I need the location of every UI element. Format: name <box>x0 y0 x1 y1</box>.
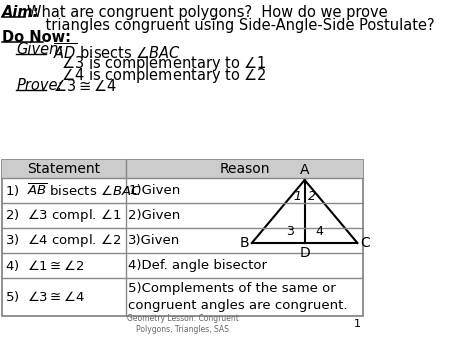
Text: Aim:: Aim: <box>2 5 40 20</box>
Text: 1)  $\overline{AB}$ bisects $\angle BAC$: 1) $\overline{AB}$ bisects $\angle BAC$ <box>5 182 141 199</box>
Text: 2: 2 <box>308 190 316 202</box>
Text: $\angle 3$ is complementary to $\angle 1$: $\angle 3$ is complementary to $\angle 1… <box>61 54 267 73</box>
Text: 3: 3 <box>286 225 294 238</box>
Bar <box>2 160 363 178</box>
Text: 3)Given: 3)Given <box>128 234 180 247</box>
Text: 2)  $\angle 3$ compl. $\angle 1$: 2) $\angle 3$ compl. $\angle 1$ <box>5 207 122 224</box>
Text: $\overline{AD}$ bisects $\angle BAC$: $\overline{AD}$ bisects $\angle BAC$ <box>53 42 181 62</box>
Text: A: A <box>300 163 310 177</box>
Bar <box>2 160 363 316</box>
Text: 5)Complements of the same or: 5)Complements of the same or <box>128 282 336 295</box>
Text: Reason: Reason <box>219 162 270 176</box>
Text: Statement: Statement <box>27 162 101 176</box>
Text: 4)  $\angle 1 \cong \angle 2$: 4) $\angle 1 \cong \angle 2$ <box>5 258 85 273</box>
Text: C: C <box>360 236 369 250</box>
Text: 5)  $\angle 3 \cong \angle 4$: 5) $\angle 3 \cong \angle 4$ <box>5 290 85 305</box>
Text: Prove:: Prove: <box>16 78 63 93</box>
Text: $\angle 3 \cong \angle 4$: $\angle 3 \cong \angle 4$ <box>53 78 117 94</box>
Text: congruent angles are congruent.: congruent angles are congruent. <box>128 299 348 312</box>
Text: Do Now:: Do Now: <box>2 30 72 45</box>
Text: D: D <box>299 246 310 260</box>
Text: 1: 1 <box>354 319 361 329</box>
Text: B: B <box>240 236 249 250</box>
Text: 1)Given: 1)Given <box>128 184 180 197</box>
Text: Given:: Given: <box>16 42 63 57</box>
Text: Geometry Lesson: Congruent
Polygons, Triangles, SAS: Geometry Lesson: Congruent Polygons, Tri… <box>127 314 238 334</box>
Text: 4)Def. angle bisector: 4)Def. angle bisector <box>128 259 267 272</box>
Text: 3)  $\angle 4$ compl. $\angle 2$: 3) $\angle 4$ compl. $\angle 2$ <box>5 232 121 249</box>
Text: What are congruent polygons?  How do we prove: What are congruent polygons? How do we p… <box>27 5 387 20</box>
Text: 4: 4 <box>315 225 323 238</box>
Text: 1: 1 <box>293 190 302 202</box>
Text: 2)Given: 2)Given <box>128 209 180 222</box>
Text: triangles congruent using Side-Angle-Side Postulate?: triangles congruent using Side-Angle-Sid… <box>27 18 434 33</box>
Text: $\angle 4$ is complementary to $\angle 2$: $\angle 4$ is complementary to $\angle 2… <box>61 66 267 85</box>
